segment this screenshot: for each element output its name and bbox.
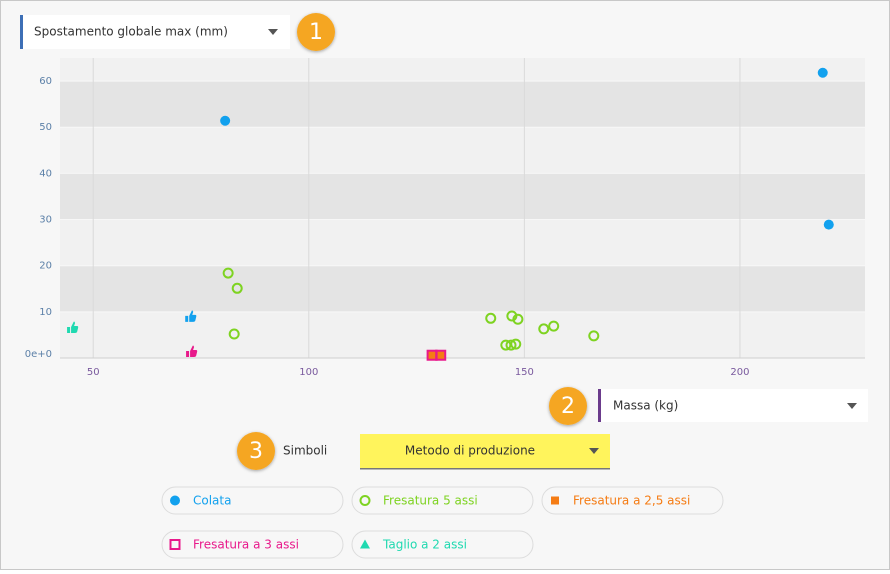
grid-band <box>60 173 865 220</box>
select-accent <box>20 15 23 49</box>
legend-label: Fresatura 5 assi <box>383 494 478 508</box>
y-axis-select[interactable] <box>20 15 290 49</box>
data-point <box>506 310 518 322</box>
data-point <box>222 267 234 279</box>
y-tick-label: 20 <box>39 261 52 272</box>
data-point <box>220 115 231 126</box>
data-point <box>231 282 243 294</box>
select-underline <box>360 468 610 470</box>
data-point <box>505 339 517 351</box>
badge-number: 3 <box>249 439 263 464</box>
data-point <box>436 351 445 360</box>
thumb-marker <box>186 345 198 357</box>
data-point <box>428 351 437 360</box>
thumb-marker <box>67 321 79 333</box>
data-point <box>548 320 560 332</box>
legend-symbol <box>169 539 181 550</box>
thumb-marker <box>185 310 197 322</box>
data-point <box>588 330 600 342</box>
legend-item[interactable] <box>541 486 724 515</box>
legend-item[interactable] <box>351 530 534 559</box>
legend-label: Fresatura a 3 assi <box>193 538 299 552</box>
data-point <box>485 312 497 324</box>
badge-number: 1 <box>309 20 323 45</box>
badge <box>297 13 335 51</box>
data-point <box>510 338 522 350</box>
grid-band <box>60 81 865 128</box>
y-tick-label: 0e+0 <box>25 349 52 360</box>
legend-label: Fresatura a 2,5 assi <box>573 494 690 508</box>
x-axis-label: Massa (kg) <box>613 399 678 413</box>
legend-symbol <box>551 496 559 505</box>
legend-item[interactable] <box>161 530 344 559</box>
y-tick-label: 60 <box>39 76 52 87</box>
symbols-select[interactable] <box>360 434 610 469</box>
y-tick-label: 10 <box>39 307 52 318</box>
grid-band <box>60 265 865 312</box>
y-tick-label: 30 <box>39 215 52 226</box>
dropdown-arrow <box>847 403 857 409</box>
data-point <box>435 349 447 361</box>
y-tick-label: 50 <box>39 122 52 133</box>
select-accent <box>598 389 601 422</box>
badge <box>549 387 587 425</box>
x-tick-label: 50 <box>87 367 100 378</box>
data-point <box>512 313 524 325</box>
x-axis-select[interactable] <box>598 389 868 422</box>
data-point <box>817 67 828 78</box>
y-axis-label: Spostamento globale max (mm) <box>34 25 228 39</box>
symbols-label: Simboli <box>283 444 327 458</box>
badge <box>237 432 275 470</box>
dropdown-arrow <box>268 29 278 35</box>
data-point <box>538 323 550 335</box>
legend-symbol <box>359 495 371 506</box>
y-tick-label: 40 <box>39 168 52 179</box>
data-point <box>823 219 834 230</box>
data-point <box>228 328 240 340</box>
x-tick-label: 150 <box>515 367 534 378</box>
badge-number: 2 <box>561 394 575 419</box>
legend-item[interactable] <box>351 486 534 515</box>
x-tick-label: 100 <box>299 367 318 378</box>
legend-label: Colata <box>193 494 231 508</box>
x-tick-label: 200 <box>730 367 749 378</box>
dropdown-arrow <box>589 448 599 454</box>
legend-symbol <box>360 539 370 549</box>
legend-symbol <box>170 495 180 506</box>
legend-label: Taglio a 2 assi <box>382 538 467 552</box>
symbols-select-value: Metodo di produzione <box>405 444 535 458</box>
legend-item[interactable] <box>161 486 344 515</box>
